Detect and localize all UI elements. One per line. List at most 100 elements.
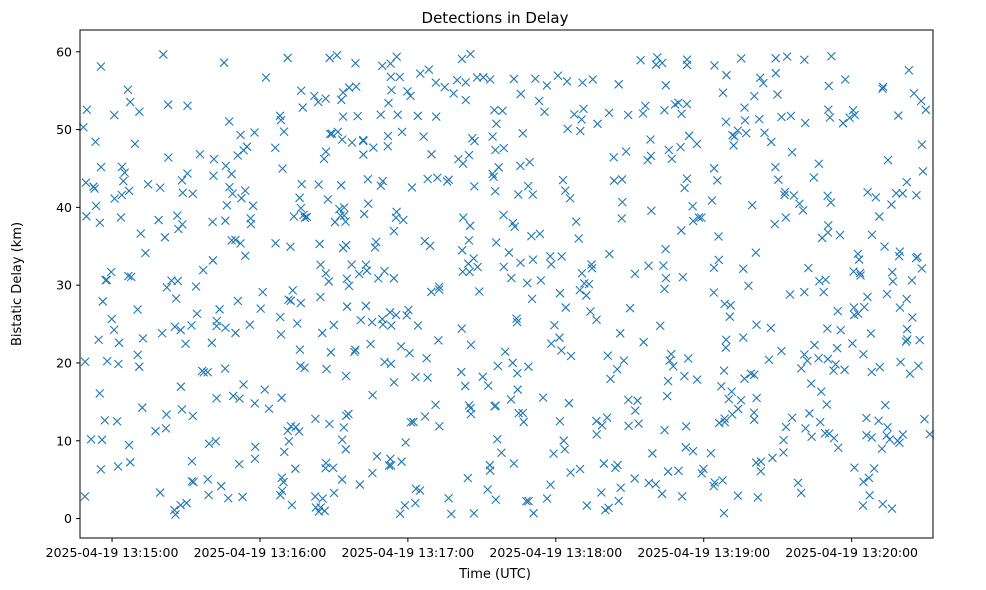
data-point	[546, 339, 556, 349]
data-point	[602, 413, 612, 423]
data-point	[100, 415, 110, 425]
data-point	[855, 268, 865, 278]
data-point	[684, 131, 694, 141]
data-point	[709, 288, 719, 297]
data-point	[738, 333, 748, 342]
data-point	[542, 494, 552, 503]
data-point	[730, 132, 739, 141]
data-point	[464, 400, 474, 410]
data-point	[423, 174, 433, 184]
data-point	[401, 438, 411, 447]
data-point	[221, 161, 231, 171]
data-point	[396, 342, 406, 351]
data-point	[848, 339, 857, 348]
data-points	[78, 49, 935, 519]
data-point	[275, 111, 285, 121]
data-point	[663, 376, 673, 386]
data-point	[836, 325, 846, 335]
data-point	[524, 496, 533, 506]
data-point	[874, 212, 884, 221]
data-point	[326, 347, 336, 357]
data-point	[123, 85, 133, 95]
data-point	[155, 183, 165, 193]
data-point	[558, 175, 568, 185]
data-point	[177, 404, 187, 414]
data-point	[215, 305, 224, 314]
data-point	[463, 473, 473, 483]
y-tick-label: 50	[56, 122, 72, 137]
y-tick-label: 40	[56, 200, 72, 215]
data-point	[555, 288, 565, 298]
data-point	[228, 391, 238, 401]
data-point	[740, 103, 749, 113]
data-point	[338, 88, 348, 97]
data-point	[779, 448, 788, 457]
data-point	[674, 466, 683, 476]
data-point	[917, 140, 927, 149]
data-point	[358, 135, 368, 145]
data-point	[434, 282, 444, 292]
data-point	[237, 193, 246, 203]
data-point	[460, 381, 470, 391]
data-point	[233, 151, 243, 160]
y-tick-label: 0	[64, 511, 72, 526]
data-point	[773, 90, 782, 99]
data-point	[824, 81, 834, 91]
data-point	[833, 306, 843, 316]
data-point	[720, 299, 730, 309]
x-tick-label: 2025-04-19 13:15:00	[46, 545, 179, 560]
data-point	[925, 429, 935, 439]
data-point	[474, 287, 484, 296]
data-point	[789, 191, 799, 200]
data-point	[883, 422, 892, 432]
data-point	[469, 509, 479, 518]
data-point	[377, 314, 387, 324]
data-point	[223, 493, 233, 503]
data-point	[117, 190, 127, 200]
data-point	[766, 323, 776, 333]
data-point	[612, 364, 622, 374]
data-point	[630, 406, 640, 416]
data-point	[514, 408, 524, 418]
data-point	[94, 335, 104, 345]
data-point	[371, 237, 381, 247]
data-point	[332, 50, 342, 60]
data-point	[276, 329, 286, 339]
data-point	[78, 122, 88, 132]
data-point	[707, 196, 717, 205]
data-point	[780, 187, 790, 197]
data-point	[621, 147, 631, 156]
data-point	[592, 429, 602, 439]
data-point	[804, 409, 814, 418]
data-point	[917, 264, 927, 273]
data-point	[188, 411, 198, 421]
data-point	[261, 73, 271, 82]
data-point	[171, 510, 180, 519]
data-point	[361, 260, 371, 270]
data-point	[109, 110, 119, 120]
data-point	[814, 353, 823, 363]
data-point	[888, 276, 898, 286]
data-point	[492, 434, 502, 444]
data-point	[807, 432, 817, 442]
data-point	[918, 166, 928, 176]
data-point	[902, 335, 912, 344]
data-point	[867, 433, 877, 442]
data-point	[854, 255, 864, 264]
data-point	[509, 459, 519, 468]
data-point	[192, 309, 202, 319]
data-point	[225, 182, 234, 192]
data-point	[176, 382, 186, 392]
data-point	[402, 310, 412, 320]
data-point	[133, 305, 142, 314]
y-axis-label: Bistatic Delay (km)	[10, 222, 25, 346]
data-point	[500, 347, 510, 357]
data-point	[577, 115, 586, 124]
data-point	[240, 251, 250, 261]
data-point	[709, 163, 719, 173]
data-point	[117, 162, 127, 172]
data-point	[729, 141, 738, 150]
data-point	[238, 492, 248, 502]
data-point	[220, 364, 230, 374]
data-point	[337, 475, 347, 484]
